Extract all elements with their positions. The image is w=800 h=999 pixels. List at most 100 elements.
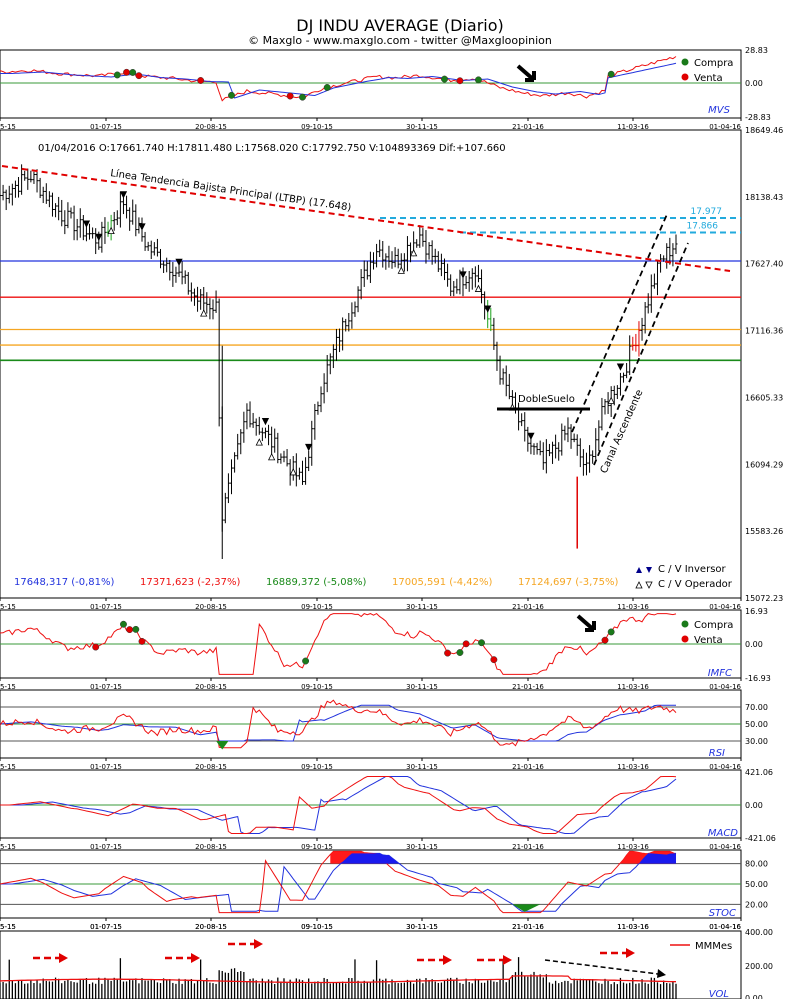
- vol-x-tick-label: 5-15: [0, 923, 16, 931]
- vol-y-tick-label: 400.00: [745, 928, 773, 937]
- mvs-panel-frame: [0, 49, 742, 119]
- price-y-tick-label: 17116.36: [745, 327, 783, 336]
- ltbp-label: Línea Tendencia Bajista Principal (LTBP)…: [110, 167, 353, 214]
- vol-y-tick-label: 0.00: [745, 994, 763, 999]
- vol-mmmes-line: [0, 975, 677, 984]
- price-signal-triangle: [119, 191, 128, 199]
- price-signal-triangle: [289, 468, 297, 476]
- page-title: DJ INDU AVERAGE (Diario): [296, 16, 504, 35]
- mvs-pointer-arrow: [516, 64, 536, 82]
- imfc-panel-x-tick-label: 21-01-16: [512, 683, 544, 691]
- ltbp-trendline: [1, 165, 731, 272]
- imfc-legend-buy-dot: [681, 620, 689, 628]
- price-panel-x-tick-label: 5-15: [0, 603, 16, 611]
- price-signal-triangle: [261, 417, 270, 426]
- rsi-oversold-fill: [216, 741, 229, 750]
- price-signal-triangle: [397, 266, 405, 274]
- price-signal-triangle: [95, 233, 103, 242]
- level-value-label: 17371,623 (-2,37%): [140, 577, 241, 588]
- mvs-legend-buy-dot: [681, 58, 689, 66]
- stoc-panel-x-tick-label: 01-04-16: [709, 923, 741, 931]
- price-signal-triangle: [409, 249, 418, 257]
- vol-x-tick-label: 30-11-15: [406, 923, 438, 931]
- rsi-red-line: [0, 699, 677, 749]
- macd-label: MACD: [708, 828, 738, 839]
- volume-red-arrowhead: [254, 939, 263, 949]
- imfc-y-tick-label: -16.93: [745, 674, 771, 683]
- imfc-signal-dot: [132, 625, 140, 633]
- price-signal-triangle: [107, 226, 115, 235]
- imfc-signal-dot: [456, 649, 464, 656]
- mvs-signal-dot: [286, 92, 294, 100]
- mvs-signal-dot: [123, 68, 131, 76]
- volume-red-arrowhead: [191, 953, 200, 963]
- price-signal-triangle: [267, 452, 276, 461]
- macd-panel-x-tick-label: 01-07-15: [90, 843, 122, 851]
- price-y-tick-label: 16605.33: [745, 393, 783, 402]
- rsi-panel-x-tick-label: 5-15: [0, 763, 16, 771]
- volume-decline-arrowhead: [657, 969, 666, 978]
- imfc-y-tick-label: 16.93: [745, 607, 768, 616]
- legend-inversor-down-icon: [646, 567, 652, 573]
- level-17866-label: 17.866: [687, 221, 719, 231]
- rsi-y-tick-label: 50.00: [745, 720, 768, 729]
- volume-red-arrowhead: [59, 953, 68, 963]
- stoc-oversold-fill: [512, 904, 541, 912]
- stoc-y-tick-label: 50.00: [745, 880, 768, 889]
- mvs-signal-dot: [129, 69, 137, 76]
- vol-x-tick-label: 01-07-15: [90, 923, 122, 931]
- mvs-signal-dot: [113, 71, 121, 79]
- imfc-signal-dot: [126, 626, 134, 634]
- imfc-signal-dot: [601, 636, 609, 644]
- imfc-label: IMFC: [708, 668, 732, 679]
- mvs-signal-dot: [474, 76, 482, 84]
- stoc-panel-x-tick-label: 21-01-16: [512, 923, 544, 931]
- stoc-overbought-fill-blue: [330, 853, 402, 864]
- vol-y-tick-label: 200.00: [745, 962, 773, 971]
- mvs-legend-buy: Compra: [694, 58, 733, 69]
- vol-x-tick-label: 11-03-16: [617, 923, 649, 931]
- volume-red-arrowhead: [626, 948, 635, 958]
- price-signal-triangle: [607, 396, 615, 404]
- imfc-panel-x-tick-label: 09-10-15: [301, 683, 333, 691]
- macd-panel-x-tick-label: 30-11-15: [406, 843, 438, 851]
- annotation-layer: [1, 58, 741, 978]
- price-signal-triangle: [200, 309, 208, 317]
- level-value-label: 16889,372 (-5,08%): [266, 577, 367, 588]
- price-panel-x-tick-label: 01-07-15: [90, 603, 122, 611]
- stoc-label: STOC: [709, 908, 736, 919]
- price-panel-x-tick-label: 21-01-16: [512, 603, 544, 611]
- rsi-panel-x-tick-label: 30-11-15: [406, 763, 438, 771]
- imfc-legend-sell: Venta: [694, 635, 723, 646]
- imfc-legend-buy: Compra: [694, 620, 733, 631]
- macd-panel-x-tick-label: 09-10-15: [301, 843, 333, 851]
- stoc-panel-x-tick-label: 01-07-15: [90, 923, 122, 931]
- macd-y-tick-label: 0.00: [745, 801, 763, 810]
- rsi-blue-line: [0, 704, 676, 742]
- rsi-panel-x-tick-label: 01-04-16: [709, 763, 741, 771]
- mvs-signal-dot: [607, 70, 615, 78]
- level-value-label: 17648,317 (-0,81%): [14, 577, 115, 588]
- imfc-signal-dot: [607, 628, 615, 636]
- level-value-label: 17005,591 (-4,42%): [392, 577, 493, 588]
- vol-x-tick-label: 09-10-15: [301, 923, 333, 931]
- macd-panel-x-tick-label: 21-01-16: [512, 843, 544, 851]
- price-signal-triangle: [175, 258, 183, 267]
- page-credit: © Maxglo - www.maxglo.com - twitter @Max…: [248, 34, 552, 47]
- imfc-y-tick-label: 0.00: [745, 640, 763, 649]
- price-panel-x-tick-label: 01-04-16: [709, 603, 741, 611]
- imfc-signal-dot: [490, 656, 498, 664]
- price-panel-x-tick-label: 20-08-15: [195, 603, 227, 611]
- stoc-y-tick-label: 80.00: [745, 860, 768, 869]
- price-signal-triangle: [138, 223, 146, 231]
- stoc-blue-line: [0, 852, 676, 912]
- imfc-legend-sell-dot: [681, 635, 689, 643]
- mvs-y-tick-label: -28.83: [745, 113, 771, 122]
- price-signal-triangle: [474, 284, 483, 292]
- stoc-panel-x-tick-label: 09-10-15: [301, 923, 333, 931]
- imfc-signal-dot: [462, 640, 470, 648]
- mvs-panel-x-tick-label: 21-01-16: [512, 123, 544, 131]
- price-signal-triangle: [527, 432, 535, 441]
- mvs-legend-sell: Venta: [694, 73, 723, 84]
